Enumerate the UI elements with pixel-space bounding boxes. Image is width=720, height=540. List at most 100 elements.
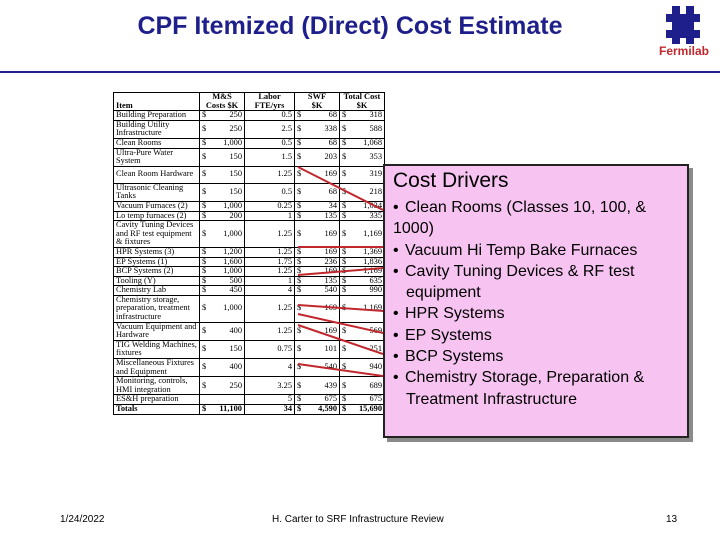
- cell-swf: $68: [294, 182, 340, 202]
- cell-ms-value: 450: [229, 285, 242, 295]
- bullet-icon: •: [393, 369, 399, 387]
- cell-total-value: 218: [369, 187, 382, 197]
- driver-item: • HPR Systems: [393, 303, 685, 324]
- cell-ms: $1,000: [199, 137, 245, 149]
- cell-swf-value: 68: [328, 137, 337, 147]
- currency-symbol: $: [342, 362, 347, 372]
- currency-symbol: $: [202, 151, 207, 161]
- currency-symbol: $: [202, 256, 207, 266]
- cell-swf: $439: [294, 376, 340, 396]
- cell-total-value: 675: [369, 394, 382, 404]
- cell-item: Chemistry Lab: [113, 285, 200, 296]
- cell-ms-value: 250: [229, 124, 242, 134]
- currency-symbol: $: [297, 110, 302, 120]
- cell-total: $1,169: [339, 266, 385, 277]
- driver-item: • Clean Rooms (Classes 10, 100, & 1000): [393, 197, 685, 240]
- cell-total: $990: [339, 285, 385, 296]
- currency-symbol: $: [297, 285, 302, 295]
- cell-item: Chemistry storage, preparation, treatmen…: [113, 294, 200, 323]
- cell-ms-value: 1,000: [223, 137, 242, 147]
- currency-symbol: $: [342, 266, 347, 276]
- cell-labor: 1.25: [244, 246, 295, 258]
- currency-symbol: $: [297, 266, 302, 276]
- table-row: Chemistry storage, preparation, treatmen…: [113, 294, 385, 323]
- currency-symbol: $: [342, 137, 347, 147]
- currency-symbol: $: [297, 380, 302, 390]
- cell-ms: $400: [199, 321, 245, 341]
- cell-labor: 2.5: [244, 119, 295, 139]
- cell-swf-value: 169: [324, 228, 337, 238]
- cell-labor: 4: [244, 285, 295, 296]
- currency-symbol: $: [202, 344, 207, 354]
- currency-symbol: $: [342, 380, 347, 390]
- cell-item: Ultrasonic Cleaning Tanks: [113, 182, 200, 202]
- bullet-icon: •: [393, 262, 399, 280]
- currency-symbol: $: [202, 169, 207, 179]
- currency-symbol: $: [297, 187, 302, 197]
- col-header-item: Item: [113, 91, 200, 112]
- cell-item: Cavity Tuning Devices and RF test equipm…: [113, 220, 200, 248]
- cell-swf-value: 169: [324, 169, 337, 179]
- currency-symbol: $: [342, 285, 347, 295]
- logo-text: Fermilab: [658, 44, 709, 58]
- cell-swf: $203: [294, 147, 340, 167]
- currency-symbol: $: [202, 137, 207, 147]
- cell-total-value: 1,068: [363, 137, 382, 147]
- cell-swf: $169: [294, 294, 340, 323]
- cell-total-value: 635: [369, 275, 382, 285]
- cell-ms: $150: [199, 339, 245, 360]
- cell-labor: 0.25: [244, 200, 295, 212]
- cell-total: $318: [339, 110, 385, 121]
- driver-text: Vacuum Hi Temp Bake Furnaces: [405, 241, 638, 259]
- cell-total-value: 1,169: [363, 266, 382, 276]
- currency-symbol: $: [202, 246, 207, 256]
- currency-symbol: $: [342, 303, 347, 313]
- cell-total: $15,690: [339, 404, 385, 415]
- currency-symbol: $: [202, 275, 207, 285]
- currency-symbol: $: [297, 404, 302, 413]
- table-row: HPR Systems (3) $1,200 1.25 $169 $1,369: [113, 246, 385, 258]
- cell-ms: $1,200: [199, 246, 245, 258]
- driver-text: BCP Systems: [405, 348, 504, 366]
- currency-symbol: $: [297, 362, 302, 372]
- currency-symbol: $: [342, 256, 347, 266]
- cell-swf: $169: [294, 266, 340, 277]
- cell-swf: $169: [294, 321, 340, 341]
- cell-item: Building Utility Infrastructure: [113, 119, 200, 139]
- cell-labor: 34: [244, 404, 295, 415]
- cell-total-value: 319: [369, 169, 382, 179]
- cell-ms-value: 200: [229, 210, 242, 220]
- currency-symbol: $: [202, 404, 207, 413]
- cell-total-value: 689: [369, 380, 382, 390]
- currency-symbol: $: [297, 210, 302, 220]
- currency-symbol: $: [202, 362, 207, 372]
- table-row: Vacuum Equipment and Hardware $400 1.25 $16…: [113, 321, 385, 341]
- cell-swf-value: 135: [324, 210, 337, 220]
- cell-ms: $250: [199, 119, 245, 139]
- cell-item: BCP Systems (2): [113, 266, 200, 277]
- cell-ms: $1,000: [199, 294, 245, 323]
- currency-symbol: $: [342, 394, 347, 404]
- cell-item: Vacuum Equipment and Hardware: [113, 321, 200, 341]
- cell-item: Vacuum Furnaces (2): [113, 200, 200, 212]
- col-header-total: Total Cost $K: [339, 91, 385, 112]
- table-row: Chemistry Lab $450 4 $540 $990: [113, 285, 385, 296]
- cell-swf-value: 169: [324, 246, 337, 256]
- cell-swf-value: 540: [324, 362, 337, 372]
- cell-swf: $540: [294, 285, 340, 296]
- table-row: Cavity Tuning Devices and RF test equipm…: [113, 220, 385, 248]
- cell-swf-value: 169: [324, 303, 337, 313]
- currency-symbol: $: [202, 285, 207, 295]
- footer-page-number: 13: [666, 514, 678, 525]
- cell-ms: $1,000: [199, 266, 245, 277]
- table-row: TIG Welding Machines, fixtures $150 0.75 $1…: [113, 339, 385, 360]
- cell-total-value: 251: [369, 344, 382, 354]
- currency-symbol: $: [202, 303, 207, 313]
- driver-item: • EP Systems: [393, 325, 685, 346]
- currency-symbol: $: [342, 325, 347, 335]
- table-row: Miscellaneous Fixtures and Equipment $400…: [113, 358, 385, 378]
- driver-text-continued: 1000): [393, 220, 434, 238]
- driver-text-continued: equipment: [406, 284, 481, 302]
- driver-text: Cavity Tuning Devices & RF test: [405, 262, 635, 280]
- cell-item: Clean Room Hardware: [113, 165, 200, 184]
